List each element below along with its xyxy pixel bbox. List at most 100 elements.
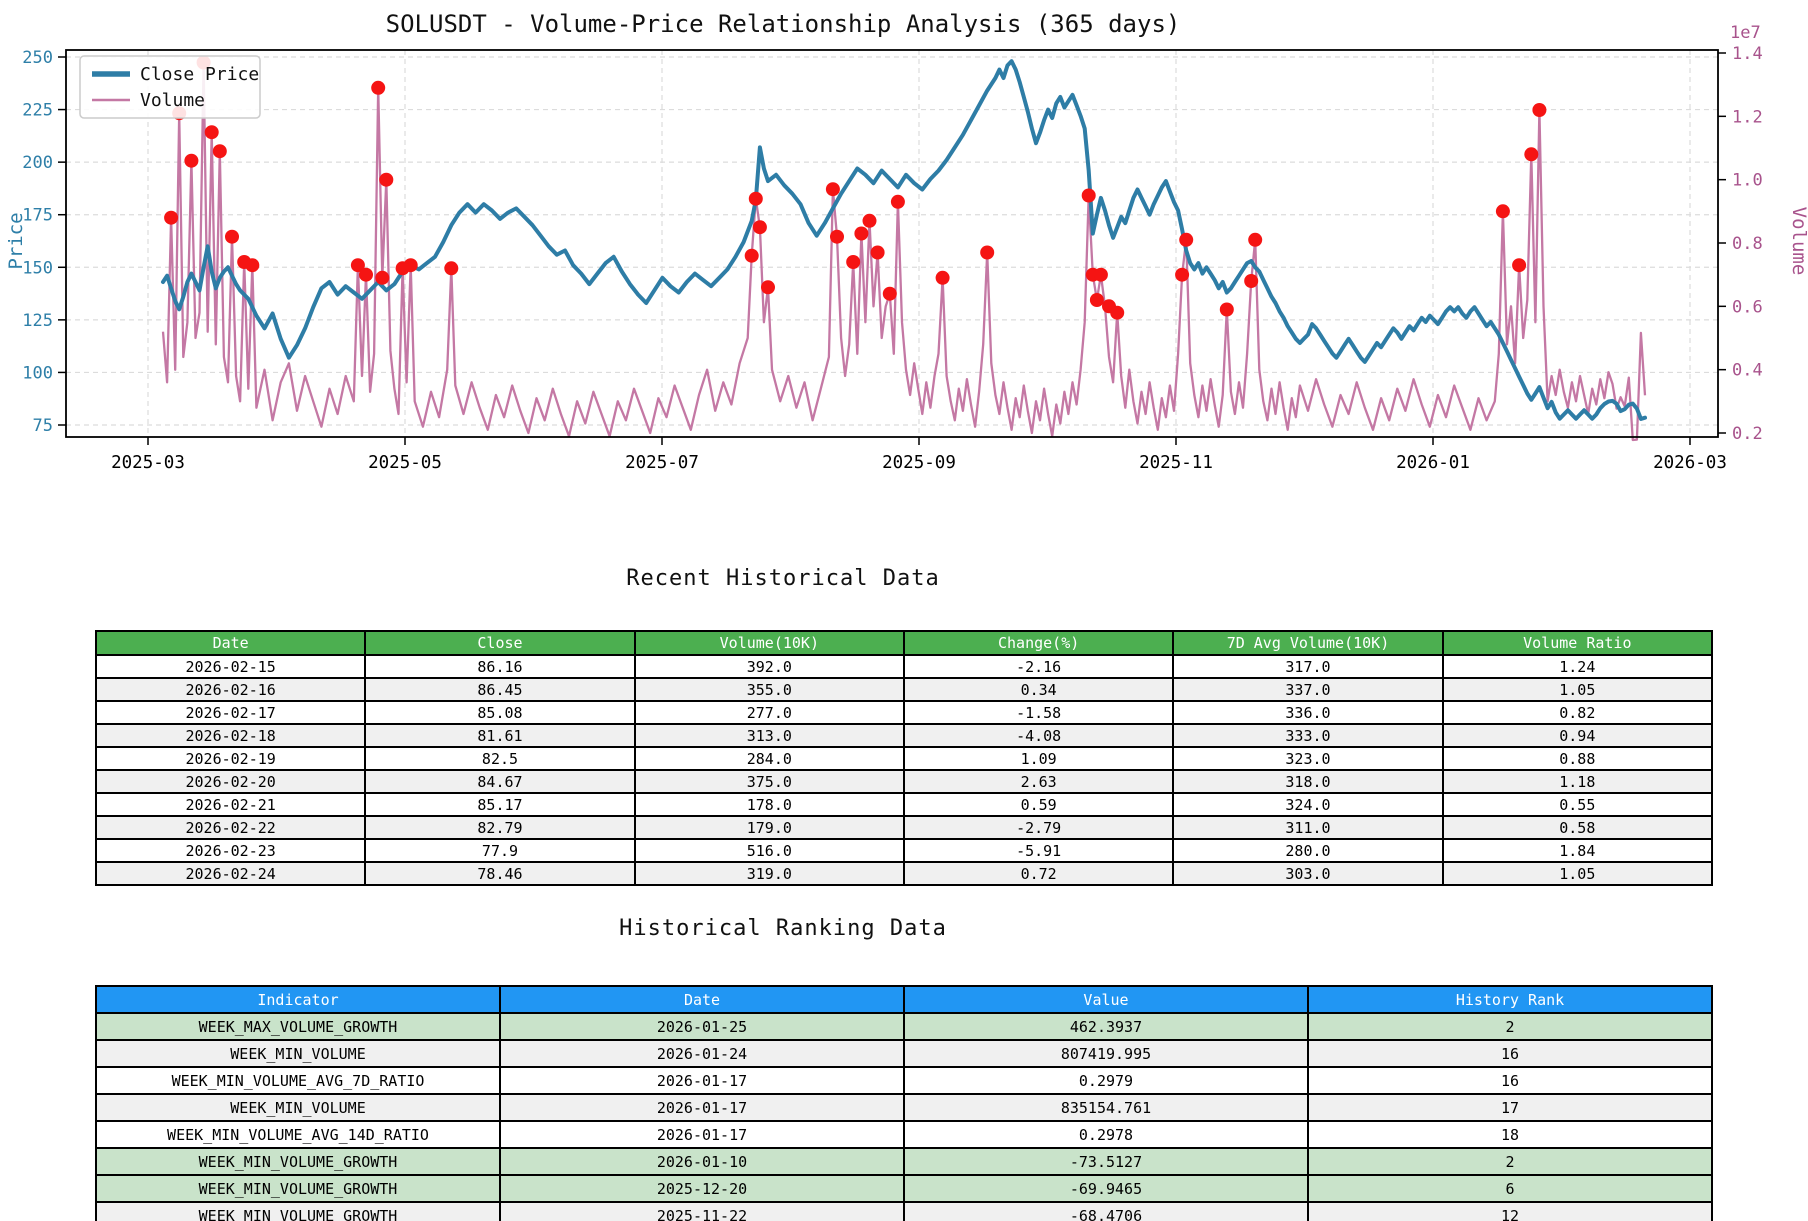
table-cell: 2026-02-19 (94, 746, 367, 771)
table-cell: 86.45 (364, 677, 636, 702)
table-cell: WEEK_MIN_VOLUME_GROWTH (95, 1147, 501, 1176)
table-cell: 0.72 (902, 861, 1175, 886)
table-row: 2026-02-22 82.79 179.0 -2.79 311.0 0.58 (94, 815, 1714, 840)
table-cell: 6 (1307, 1174, 1713, 1203)
table-row: WEEK_MIN_VOLUME_GROWTH 2025-12-20 -69.9465… (95, 1174, 1713, 1203)
table-cell: 1.09 (902, 746, 1175, 771)
table-cell: 0.82 (1441, 700, 1714, 725)
table-cell: 337.0 (1172, 677, 1444, 702)
svg-text:2025-09: 2025-09 (882, 453, 956, 473)
table-cell: 17 (1307, 1093, 1713, 1122)
table-cell: 2.63 (902, 769, 1175, 794)
ranking-table-title: Historical Ranking Data (619, 916, 947, 941)
svg-text:200: 200 (22, 153, 53, 173)
table-cell: 336.0 (1172, 700, 1444, 725)
legend-close-price-label: Close Price (140, 64, 259, 85)
table-cell: 2026-02-15 (94, 654, 367, 679)
table-cell: 0.94 (1441, 723, 1714, 748)
svg-text:0.4: 0.4 (1732, 361, 1763, 381)
table-cell: 0.58 (1441, 815, 1714, 840)
grid-lines (66, 50, 1718, 437)
svg-text:2026-01: 2026-01 (1396, 453, 1470, 473)
table-cell: 2026-02-23 (94, 838, 367, 863)
table-cell: 375.0 (633, 769, 905, 794)
volume-axis-ticks: 1.4 1.2 1.0 0.8 0.6 0.4 0.2 1e7 (1718, 23, 1763, 444)
table-cell: 0.55 (1441, 792, 1714, 817)
table-cell: 16 (1307, 1039, 1713, 1068)
table-cell: 280.0 (1172, 838, 1444, 863)
table-cell: 311.0 (1172, 815, 1444, 840)
table-cell: 0.88 (1441, 746, 1714, 771)
table-cell: 2026-02-21 (94, 792, 367, 817)
svg-text:2025-05: 2025-05 (368, 453, 442, 473)
volume-axis-offset: 1e7 (1730, 23, 1761, 43)
column-header: Value (903, 985, 1309, 1014)
table-cell: WEEK_MIN_VOLUME (95, 1039, 501, 1068)
table-header-row: Date Close Volume(10K) Change(%) 7D Avg Volu… (94, 630, 1714, 656)
table-cell: 84.67 (364, 769, 636, 794)
table-cell: -5.91 (902, 838, 1175, 863)
svg-text:175: 175 (22, 206, 53, 226)
recent-table-title: Recent Historical Data (626, 566, 940, 591)
table-cell: 2026-01-24 (499, 1039, 905, 1068)
table-cell: -2.16 (902, 654, 1175, 679)
svg-text:1.4: 1.4 (1732, 44, 1763, 64)
svg-text:0.8: 0.8 (1732, 234, 1763, 254)
volume-anomaly-dots (164, 55, 1547, 320)
table-cell: 462.3937 (903, 1012, 1309, 1041)
volume-price-chart: 250 225 200 175 150 125 100 75 1.4 1.2 1.0 0.8 0.6 0.… (5, 10, 1808, 473)
svg-text:250: 250 (22, 48, 53, 68)
table-cell: 807419.995 (903, 1039, 1309, 1068)
table-cell: 78.46 (364, 861, 636, 886)
recent-historical-table: Date Close Volume(10K) Change(%) 7D Avg Volu… (94, 630, 1714, 886)
table-cell: -1.58 (902, 700, 1175, 725)
column-header: Indicator (95, 985, 501, 1014)
table-row: 2026-02-17 85.08 277.0 -1.58 336.0 0.82 (94, 700, 1714, 725)
table-cell: 2026-02-16 (94, 677, 367, 702)
table-cell: 392.0 (633, 654, 905, 679)
table-cell: 313.0 (633, 723, 905, 748)
price-axis-ticks: 250 225 200 175 150 125 100 75 (22, 48, 66, 436)
table-cell: 1.24 (1441, 654, 1714, 679)
table-cell: 284.0 (633, 746, 905, 771)
table-cell: 324.0 (1172, 792, 1444, 817)
table-cell: WEEK_MIN_VOLUME_AVG_7D_RATIO (95, 1066, 501, 1095)
chart-legend: Close Price Volume (79, 55, 261, 119)
table-cell: -73.5127 (903, 1147, 1309, 1176)
table-cell: 1.84 (1441, 838, 1714, 863)
table-cell: 333.0 (1172, 723, 1444, 748)
table-cell: 1.18 (1441, 769, 1714, 794)
table-header-row: Indicator Date Value History Rank (95, 985, 1713, 1014)
svg-text:150: 150 (22, 258, 53, 278)
table-cell: 2026-01-25 (499, 1012, 905, 1041)
table-row: WEEK_MIN_VOLUME 2026-01-24 807419.995 16 (95, 1039, 1713, 1068)
column-header: Volume(10K) (633, 630, 905, 656)
table-cell: -2.79 (902, 815, 1175, 840)
historical-ranking-table: Indicator Date Value History Rank WEEK_MAX_V… (95, 985, 1713, 1221)
table-cell: 277.0 (633, 700, 905, 725)
table-row: WEEK_MAX_VOLUME_GROWTH 2026-01-25 462.3937… (95, 1012, 1713, 1041)
table-cell: 18 (1307, 1120, 1713, 1149)
volume-line (161, 61, 1647, 442)
price-axis-label: Price (5, 212, 27, 269)
table-cell: 2026-02-24 (94, 861, 367, 886)
svg-text:125: 125 (22, 311, 53, 331)
plot-border (65, 49, 1719, 438)
table-cell: 85.17 (364, 792, 636, 817)
table-row: 2026-02-19 82.5 284.0 1.09 323.0 0.88 (94, 746, 1714, 771)
table-cell: 2025-11-22 (499, 1201, 905, 1221)
table-cell: 516.0 (633, 838, 905, 863)
svg-text:1.0: 1.0 (1732, 171, 1763, 191)
table-row: WEEK_MIN_VOLUME_AVG_14D_RATIO 2026-01-17 0… (95, 1120, 1713, 1149)
table-cell: 82.5 (364, 746, 636, 771)
table-cell: 82.79 (364, 815, 636, 840)
close-price-line (161, 59, 1647, 421)
table-cell: 2026-02-22 (94, 815, 367, 840)
table-cell: 303.0 (1172, 861, 1444, 886)
table-cell: 178.0 (633, 792, 905, 817)
svg-text:0.6: 0.6 (1732, 297, 1763, 317)
table-cell: WEEK_MIN_VOLUME (95, 1093, 501, 1122)
column-header: Date (94, 630, 367, 656)
table-cell: WEEK_MAX_VOLUME_GROWTH (95, 1012, 501, 1041)
table-cell: 0.2979 (903, 1066, 1309, 1095)
